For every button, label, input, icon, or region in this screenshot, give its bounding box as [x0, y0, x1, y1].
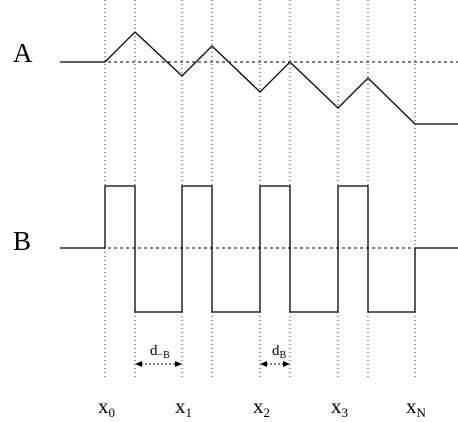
arrow-head-right — [283, 361, 290, 367]
vertical-guides — [104, 0, 416, 380]
x-tick-label: x1 — [175, 394, 192, 420]
x-tick-label: x2 — [253, 394, 270, 420]
signal-a-label: A — [13, 38, 33, 68]
arrow-head-left — [260, 361, 267, 367]
x-tick-label: x3 — [331, 394, 348, 420]
x-tick-label: x0 — [98, 394, 115, 420]
interval-d-neg-b-label: d−B — [150, 343, 170, 361]
signal-b-label: B — [13, 226, 31, 256]
interval-d-neg-b: d−B — [135, 343, 182, 367]
arrow-head-right — [175, 361, 182, 367]
signal-b-waveform — [60, 185, 458, 313]
arrow-head-left — [135, 361, 142, 367]
interval-d-b: dB — [260, 343, 290, 367]
signal-a-waveform — [60, 31, 458, 125]
interval-d-b-label: dB — [272, 343, 287, 361]
x-tick-label: xN — [406, 394, 427, 420]
x-axis-labels: x0 x1 x2 x3 xN — [98, 394, 427, 420]
